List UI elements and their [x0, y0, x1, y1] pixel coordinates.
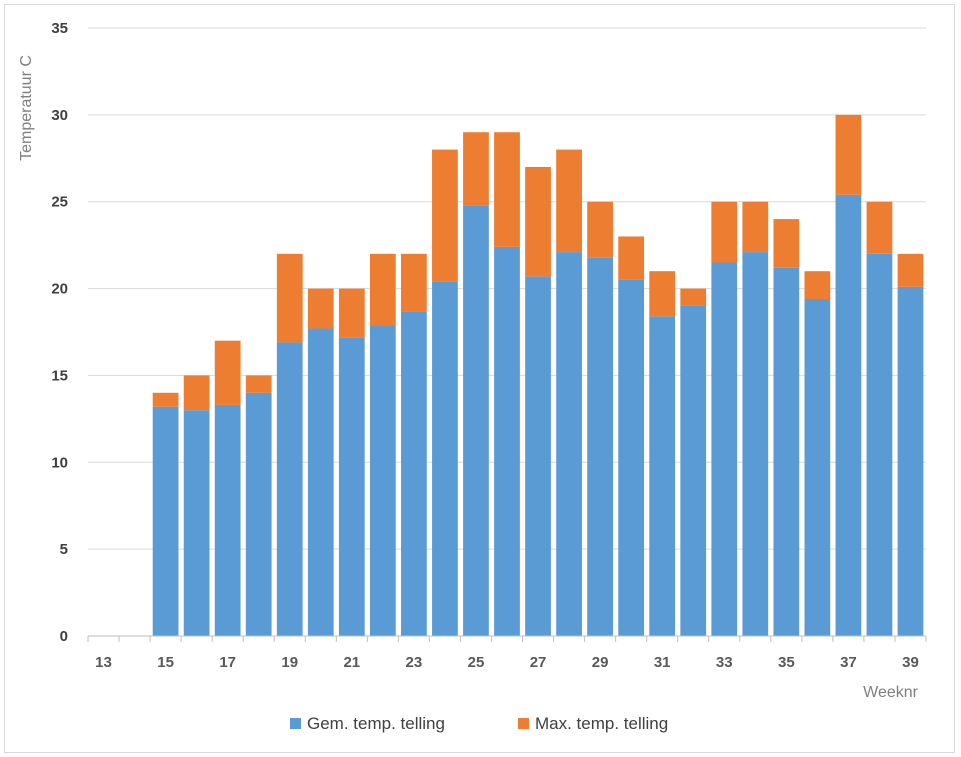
- bar-max-temp-week-26: [494, 132, 520, 247]
- bar-max-temp-week-27: [525, 166, 551, 277]
- x-tick-label: 23: [406, 654, 423, 671]
- x-tick-label: 35: [778, 654, 795, 671]
- bar-max-temp-week-35: [773, 219, 800, 268]
- chart-frame: [4, 4, 955, 753]
- bar-gem-temp-week-36: [804, 298, 831, 636]
- y-tick-label: 15: [51, 367, 68, 384]
- bar-gem-temp-week-31: [649, 316, 676, 636]
- bar-gem-temp-week-28: [556, 252, 582, 636]
- y-tick-label: 20: [51, 281, 68, 298]
- bar-max-temp-week-18: [245, 375, 272, 393]
- bar-gem-temp-week-22: [369, 325, 396, 636]
- bar-max-temp-week-32: [680, 288, 707, 306]
- bar-gem-temp-week-32: [680, 305, 707, 636]
- bar-max-temp-week-34: [742, 201, 769, 253]
- bar-max-temp-week-37: [835, 114, 862, 195]
- legend: Gem. temp. telling Max. temp. telling: [290, 714, 668, 733]
- bar-max-temp-week-25: [463, 132, 489, 206]
- x-axis-label: Weeknr: [863, 684, 919, 701]
- y-tick-label: 30: [51, 107, 68, 124]
- legend-swatch: [518, 718, 529, 729]
- bar-max-temp-week-36: [804, 271, 831, 299]
- bar-max-temp-week-24: [432, 149, 458, 282]
- x-tick-label: 19: [281, 654, 298, 671]
- bar-gem-temp-week-35: [773, 267, 800, 636]
- bars: [152, 114, 924, 637]
- bar-gem-temp-week-33: [711, 262, 738, 636]
- bar-max-temp-week-20: [307, 288, 334, 329]
- bar-gem-temp-week-30: [618, 279, 645, 636]
- x-tick-label: 21: [343, 654, 360, 671]
- x-tick-label: 25: [468, 654, 485, 671]
- bar-gem-temp-week-27: [525, 276, 551, 636]
- bar-max-temp-week-15: [152, 392, 179, 407]
- bar-max-temp-week-28: [556, 149, 582, 253]
- bar-gem-temp-week-16: [183, 410, 210, 636]
- x-tick-label: 13: [95, 654, 112, 671]
- x-tick-label: 31: [654, 654, 671, 671]
- bar-max-temp-week-22: [369, 253, 396, 326]
- bar-max-temp-week-31: [649, 271, 676, 317]
- bar-max-temp-week-17: [214, 340, 241, 405]
- bar-max-temp-week-19: [276, 253, 303, 343]
- bar-gem-temp-week-19: [276, 342, 303, 636]
- x-tick-label: 37: [840, 654, 857, 671]
- bar-max-temp-week-21: [338, 288, 365, 338]
- y-tick-label: 10: [51, 454, 68, 471]
- bar-gem-temp-week-26: [494, 246, 520, 636]
- bar-gem-temp-week-18: [245, 392, 272, 636]
- bar-gem-temp-week-38: [866, 253, 893, 637]
- y-tick-label: 5: [60, 541, 68, 558]
- bar-max-temp-week-33: [711, 201, 738, 263]
- bar-gem-temp-week-15: [152, 406, 179, 636]
- y-axis-label: Temperatuur C: [18, 55, 35, 161]
- x-axis-ticks: 13 15 17 19 21 23 25 27 29 31 33 35 37 39: [87, 635, 927, 671]
- x-tick-label: 33: [716, 654, 733, 671]
- bar-max-temp-week-29: [587, 201, 613, 258]
- x-tick-label: 29: [592, 654, 609, 671]
- x-tick-label: 39: [902, 654, 919, 671]
- bar-gem-temp-week-37: [835, 194, 862, 636]
- bar-gem-temp-week-29: [587, 257, 613, 636]
- bar-gem-temp-week-21: [338, 337, 365, 636]
- bar-max-temp-week-30: [618, 236, 645, 280]
- bar-gem-temp-week-25: [463, 205, 489, 636]
- y-tick-label: 25: [51, 194, 68, 211]
- legend-label: Max. temp. telling: [535, 714, 668, 733]
- x-tick-label: 27: [530, 654, 547, 671]
- y-tick-label: 35: [51, 20, 68, 37]
- y-tick-label: 0: [60, 628, 68, 645]
- bar-gem-temp-week-24: [432, 281, 458, 636]
- bar-gem-temp-week-34: [742, 252, 769, 636]
- bar-max-temp-week-23: [401, 253, 427, 312]
- legend-label: Gem. temp. telling: [307, 714, 445, 733]
- x-tick-label: 15: [157, 654, 174, 671]
- bar-gem-temp-week-39: [897, 286, 924, 636]
- bar-gem-temp-week-17: [214, 404, 241, 636]
- legend-swatch: [290, 718, 301, 729]
- bar-max-temp-week-39: [897, 253, 924, 287]
- bar-max-temp-week-38: [866, 201, 893, 254]
- bar-gem-temp-week-20: [307, 328, 334, 636]
- bar-gem-temp-week-23: [401, 311, 427, 636]
- bar-max-temp-week-16: [183, 375, 210, 411]
- y-axis-ticks: 0 5 10 15 20 25 30 35: [51, 20, 68, 645]
- x-tick-label: 17: [219, 654, 236, 671]
